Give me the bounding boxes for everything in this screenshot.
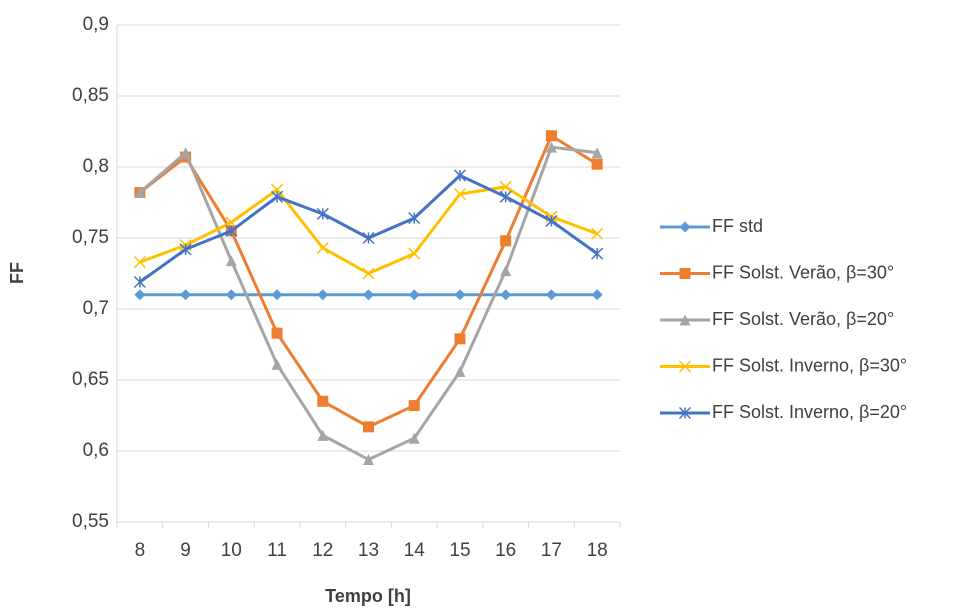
marker (545, 141, 557, 153)
marker (545, 214, 558, 227)
y-tick-label: 0,85 (72, 85, 109, 106)
x-tick-label: 16 (495, 540, 516, 561)
marker (133, 275, 146, 289)
marker (363, 289, 374, 301)
y-tick-label: 0,8 (83, 156, 109, 177)
marker (454, 365, 466, 377)
y-tick-label: 0,7 (83, 298, 109, 319)
marker (316, 207, 329, 220)
marker (225, 224, 238, 237)
marker (454, 333, 466, 345)
series (134, 130, 603, 433)
marker (591, 158, 603, 170)
marker (500, 265, 512, 277)
marker (591, 289, 603, 301)
marker (317, 289, 329, 301)
marker (408, 247, 421, 260)
marker (499, 180, 512, 193)
x-tick-label: 10 (221, 540, 242, 561)
marker (363, 454, 374, 466)
legend-marker (678, 360, 692, 373)
x-tick-label: 12 (312, 540, 333, 561)
marker (179, 243, 192, 256)
y-tick-label: 0,6 (83, 440, 109, 461)
marker (363, 421, 374, 433)
series (134, 289, 603, 301)
marker (225, 255, 237, 267)
legend-marker (679, 221, 691, 233)
series-line (138, 134, 598, 429)
y-tick-label: 0,55 (72, 511, 109, 532)
marker (408, 432, 420, 444)
x-tick-label: 18 (587, 540, 608, 561)
marker (499, 190, 512, 203)
legend-marker (679, 314, 691, 326)
series-line (139, 185, 598, 275)
x-tick-label: 17 (541, 540, 562, 561)
x-tick-label: 13 (358, 540, 379, 561)
marker (134, 187, 146, 199)
marker (180, 289, 192, 301)
marker (134, 289, 146, 301)
marker (271, 358, 283, 370)
marker (362, 267, 375, 280)
y-tick-label: 0,75 (72, 227, 109, 248)
marker (408, 212, 421, 225)
x-tick-label: 8 (135, 540, 146, 561)
y-tick-label: 0,65 (72, 369, 109, 390)
legend-marker (678, 406, 692, 420)
marker (408, 289, 420, 301)
marker (180, 147, 192, 159)
legend-text: FF Solst. Inverno, β=30° (712, 355, 907, 375)
marker (317, 429, 329, 441)
marker (453, 169, 466, 182)
marker (271, 190, 284, 203)
marker (591, 147, 603, 159)
legend-text: FF Solst. Verão, β=20° (712, 309, 894, 329)
marker (453, 187, 466, 201)
marker (317, 395, 329, 407)
x-tick-label: 11 (267, 540, 287, 561)
legend-marker (679, 268, 691, 279)
legend-text: FF std (712, 216, 763, 236)
x-tick-label: 14 (404, 540, 426, 561)
marker (545, 130, 557, 142)
x-tick-label: 15 (449, 540, 470, 561)
marker (225, 216, 238, 229)
marker (591, 247, 604, 260)
series (133, 169, 604, 289)
x-axis-title: Tempo [h] (325, 586, 411, 606)
marker (408, 400, 420, 412)
marker (271, 289, 283, 301)
legend-text: FF Solst. Verão, β=30° (712, 262, 894, 282)
marker (133, 256, 146, 269)
legend-text: FF Solst. Inverno, β=20° (712, 402, 907, 422)
series (134, 141, 603, 466)
marker (271, 327, 283, 339)
marker (362, 231, 375, 245)
marker (500, 235, 512, 247)
marker (500, 289, 512, 301)
x-tick-label: 9 (180, 540, 191, 561)
marker (316, 241, 329, 254)
y-axis-title: FF (7, 262, 27, 284)
marker (225, 289, 237, 301)
marker (545, 289, 557, 301)
y-tick-label: 0,9 (83, 14, 109, 35)
marker (454, 289, 466, 301)
marker (591, 227, 604, 240)
